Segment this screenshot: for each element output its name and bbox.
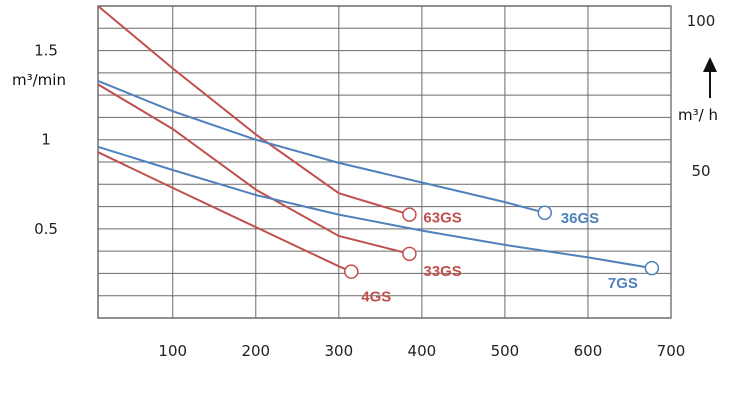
series-endpoint-marker (537, 205, 553, 221)
series-label: 33GS (423, 263, 461, 280)
grid (97, 5, 672, 319)
series-line-63GS (97, 5, 410, 216)
y-left-tick-label: 0.5 (34, 220, 58, 238)
series-line-7GS (97, 145, 653, 270)
x-tick-label: 100 (158, 342, 187, 360)
y-right-tick-label: 50 (691, 162, 710, 180)
series-line-4GS (97, 151, 352, 273)
series-label: 63GS (423, 210, 461, 227)
series-endpoint-marker (644, 260, 660, 276)
series-labels: 63GS 33GS 4GS 36GS 7GS (361, 210, 638, 306)
x-tick-label: 300 (325, 342, 354, 360)
y-left-tick-label: 1.5 (34, 42, 58, 60)
x-tick-label: 500 (491, 342, 520, 360)
series-line-33GS (97, 83, 410, 255)
x-tick-label: 700 (657, 342, 686, 360)
tick-labels: 100 200 300 400 500 600 700 0.5 1 1.5 50 100 (34, 12, 715, 360)
series-lines (97, 5, 660, 279)
series-label: 4GS (361, 289, 391, 306)
x-tick-label: 200 (241, 342, 270, 360)
series-line-36GS (97, 79, 546, 214)
y-left-unit-label: m³/min (12, 71, 66, 89)
series-endpoint-marker (402, 207, 417, 222)
y-right-tick-label: 100 (687, 12, 716, 30)
y-left-tick-label: 1 (41, 131, 51, 149)
up-arrow-icon (703, 57, 717, 98)
series-label: 36GS (561, 210, 599, 227)
series-endpoint-marker (402, 246, 417, 262)
x-tick-label: 600 (574, 342, 603, 360)
x-tick-label: 400 (408, 342, 437, 360)
series-endpoint-marker (344, 264, 359, 279)
y-right-unit-label: m³/ h (678, 106, 718, 124)
series-label: 7GS (608, 275, 638, 292)
